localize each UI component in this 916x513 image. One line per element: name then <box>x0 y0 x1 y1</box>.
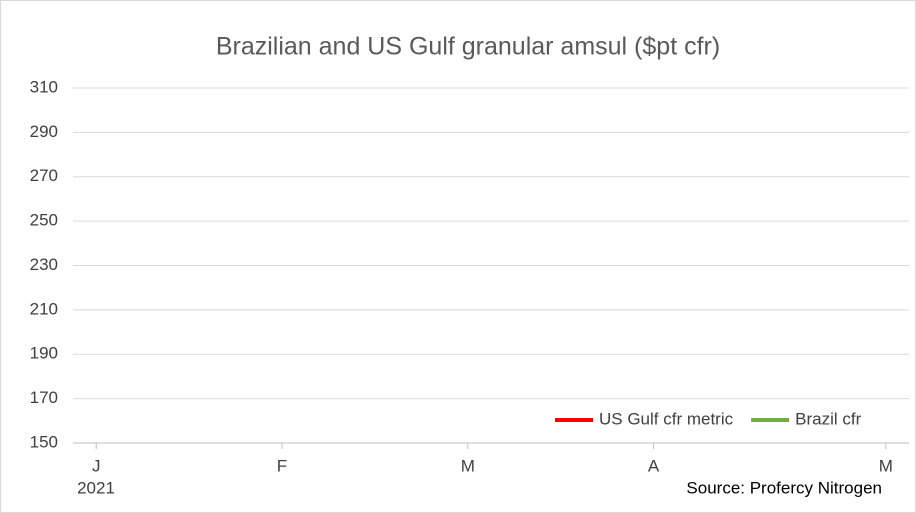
x-tick-label: J <box>92 456 101 475</box>
legend-label: Brazil cfr <box>795 409 861 428</box>
x-tick-label: M <box>879 456 893 475</box>
x-tick-label: M <box>461 456 475 475</box>
year-label: 2021 <box>77 478 115 497</box>
source-note: Source: Profercy Nitrogen <box>686 478 882 497</box>
y-tick-label: 190 <box>30 344 58 363</box>
y-tick-label: 270 <box>30 166 58 185</box>
x-tick-label: A <box>648 456 660 475</box>
y-tick-label: 230 <box>30 255 58 274</box>
y-tick-label: 210 <box>30 299 58 318</box>
y-tick-label: 290 <box>30 122 58 141</box>
legend-label: US Gulf cfr metric <box>599 409 734 428</box>
y-tick-label: 310 <box>30 77 58 96</box>
chart-title: Brazilian and US Gulf granular amsul ($p… <box>216 33 720 61</box>
y-tick-label: 170 <box>30 388 58 407</box>
y-tick-label: 250 <box>30 211 58 230</box>
y-tick-label: 150 <box>30 432 58 451</box>
x-tick-label: F <box>277 456 287 475</box>
